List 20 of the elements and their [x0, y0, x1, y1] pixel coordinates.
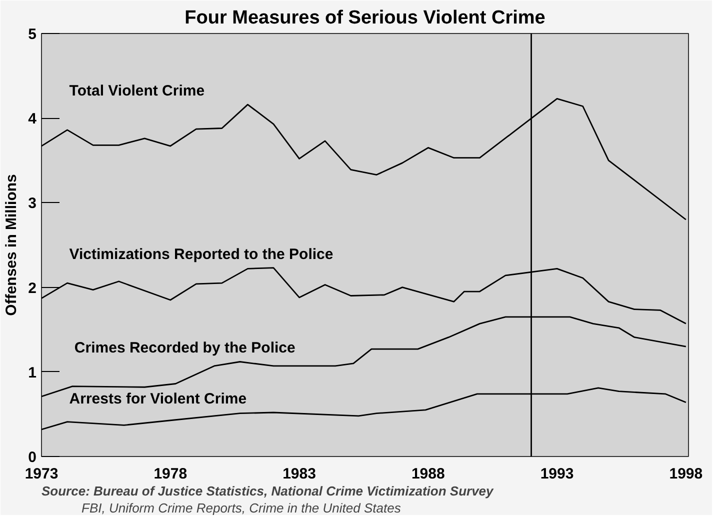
series-label: Victimizations Reported to the Police: [69, 246, 334, 263]
y-tick-label: 0: [28, 449, 36, 466]
series-label: Arrests for Violent Crime: [69, 390, 247, 408]
series-label: Total Violent Crime: [69, 82, 205, 100]
y-tick-label: 4: [28, 110, 38, 128]
y-tick-label: 5: [28, 26, 36, 43]
series-label: Crimes Recorded by the Police: [74, 340, 296, 357]
y-axis-title: Offenses in Millions: [3, 174, 20, 316]
x-tick-label: 1988: [411, 466, 445, 482]
source-note: Source: Bureau of Justice Statistics, National Crime Victimization Survey: [42, 484, 494, 498]
y-tick-label: 1: [28, 364, 36, 382]
x-tick-label: 1973: [24, 466, 58, 482]
text: FBI, Uniform Crime Reports, Crime in the United States: [82, 500, 402, 516]
chart-title: Four Measures of Serious Violent Crime: [184, 8, 546, 28]
x-tick-label: 1998: [669, 466, 703, 482]
x-tick-label: 1983: [282, 466, 316, 482]
y-tick-label: 3: [28, 195, 36, 212]
y-tick-label: 2: [28, 280, 36, 297]
x-tick-label: 1978: [154, 466, 188, 482]
x-tick-label: 1993: [540, 466, 574, 482]
